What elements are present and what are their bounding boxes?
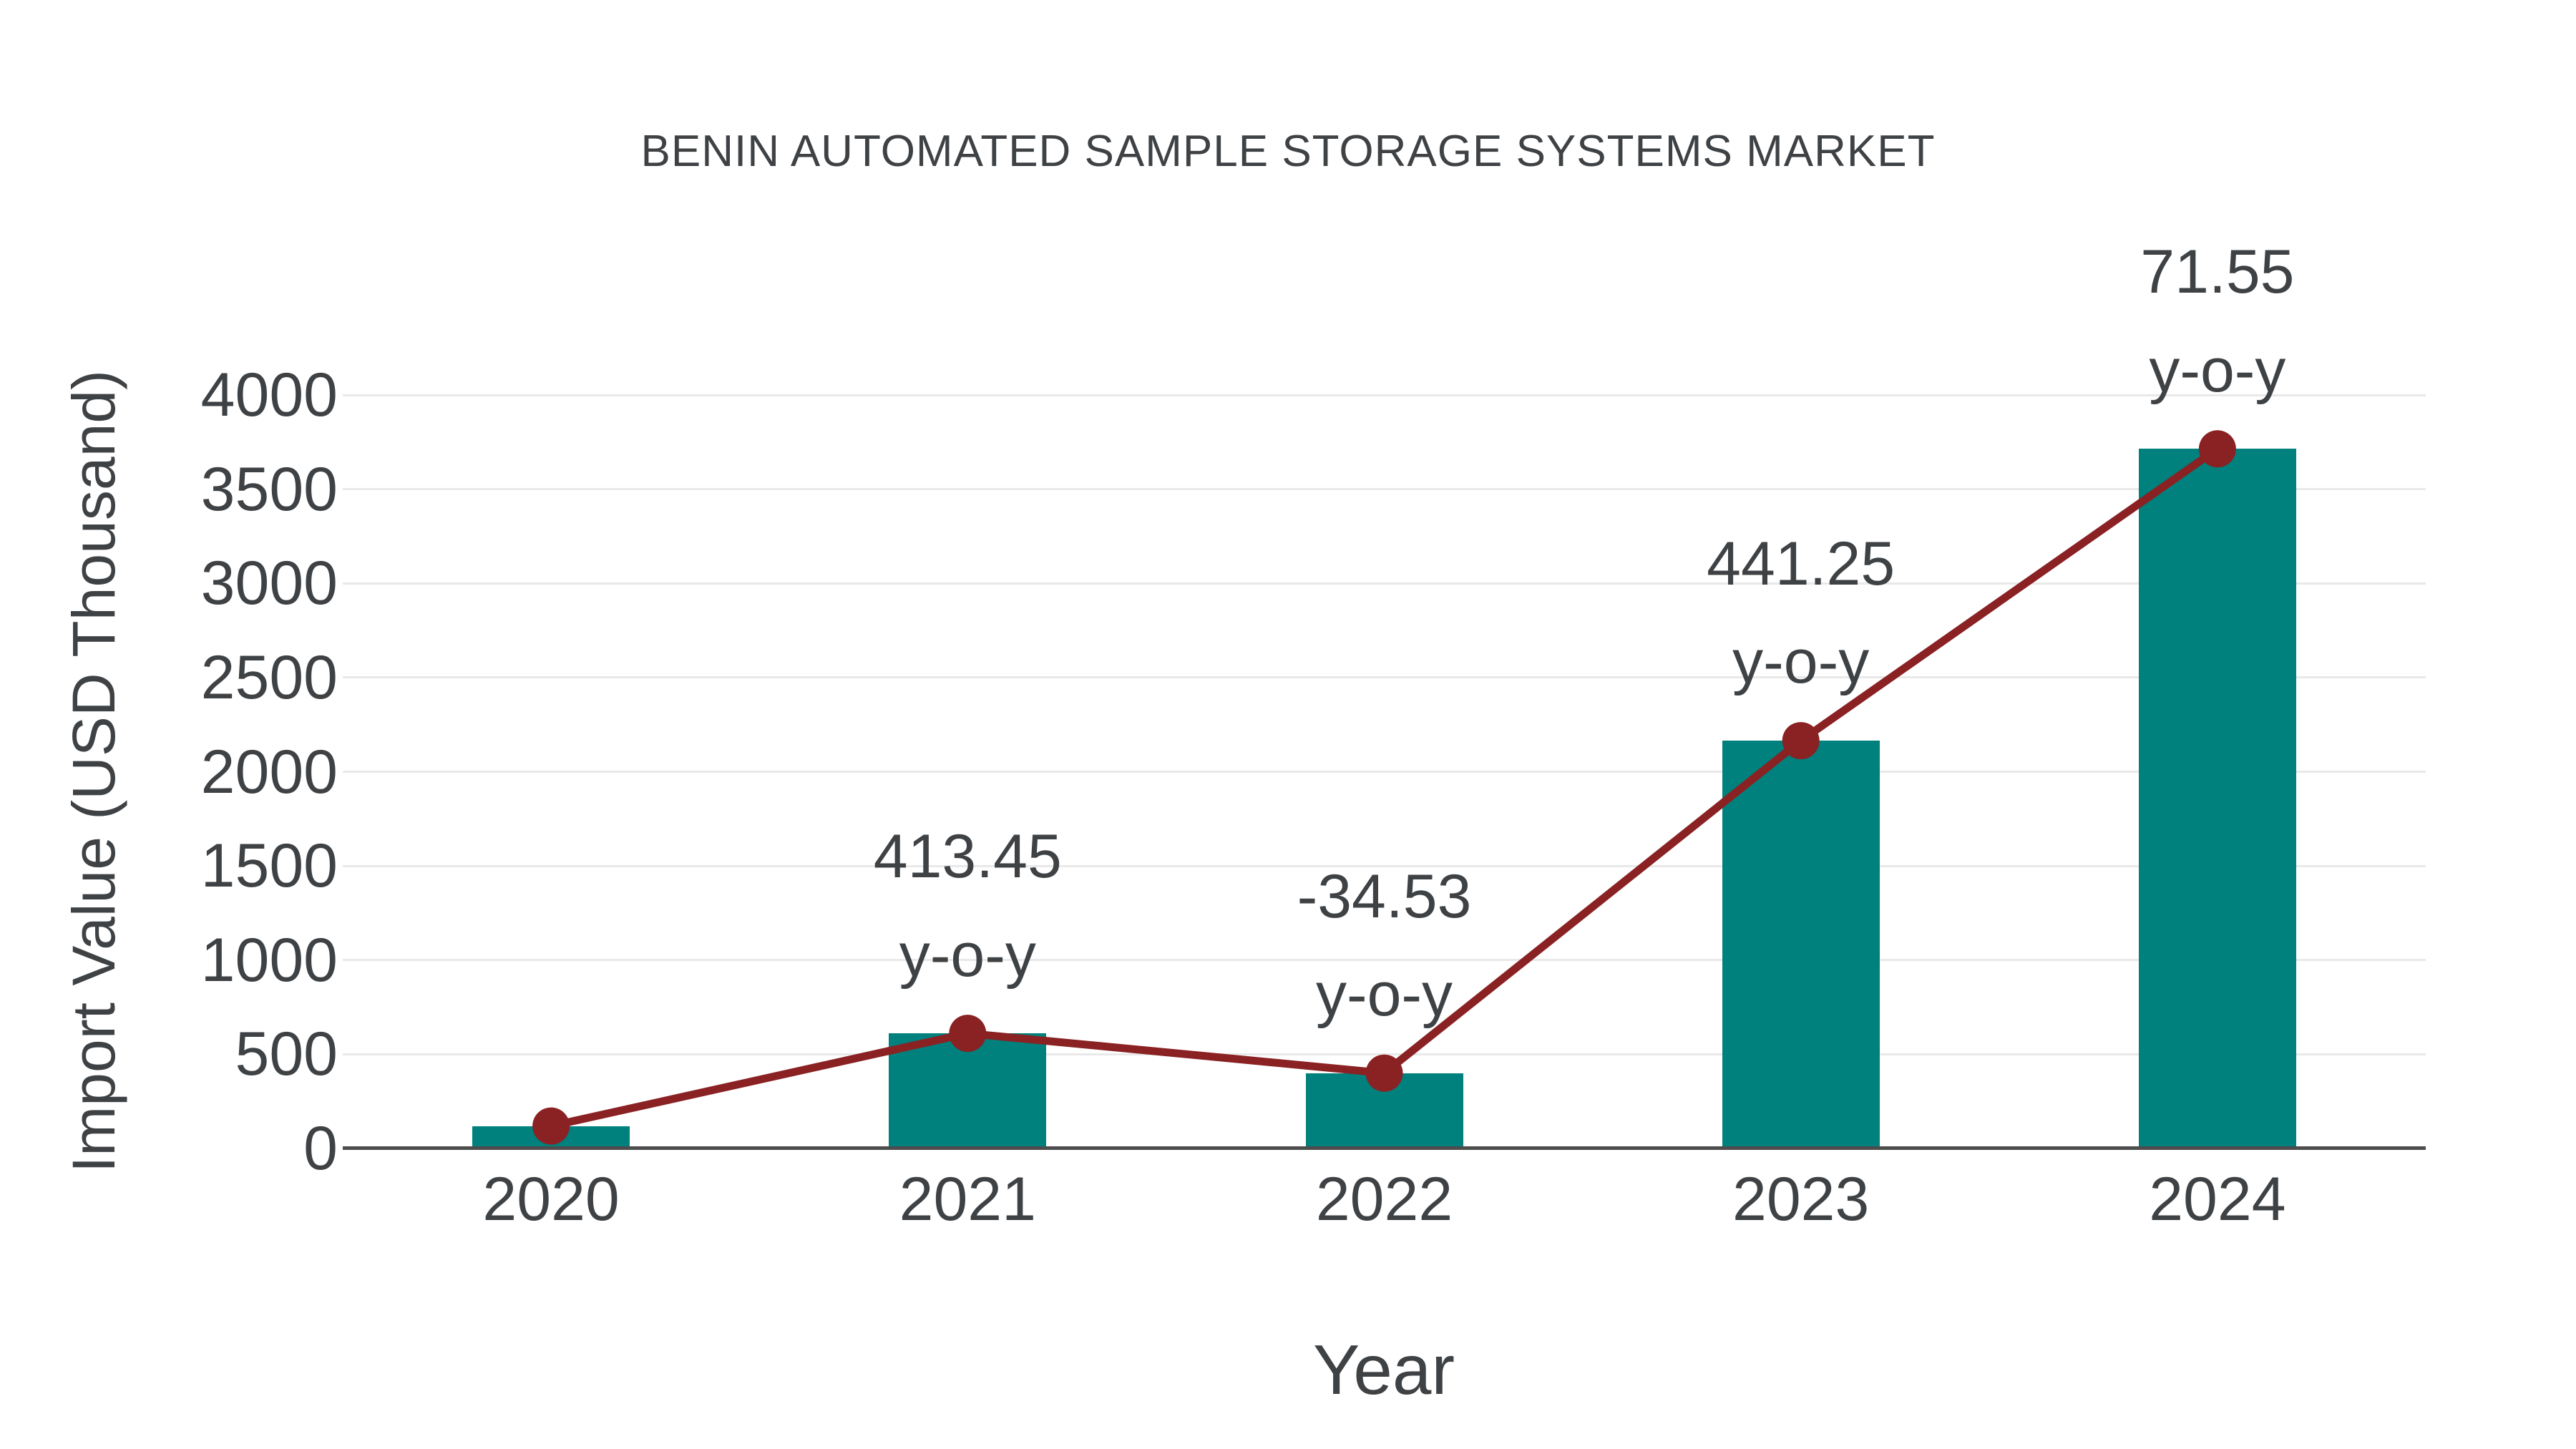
y-tick-1500: 1500 xyxy=(200,831,338,901)
y-tick-2000: 2000 xyxy=(200,737,338,806)
annotation-2022: -34.53 y-o-y xyxy=(1170,848,1599,1045)
chart-title: BENIN AUTOMATED SAMPLE STORAGE SYSTEMS M… xyxy=(640,127,1936,176)
bar-2023 xyxy=(1722,741,1880,1148)
annotation-line: -34.53 xyxy=(1297,862,1472,931)
x-tick-2022: 2022 xyxy=(1315,1165,1453,1234)
y-tick-3500: 3500 xyxy=(200,454,338,524)
data-point-2021 xyxy=(949,1015,987,1053)
x-tick-2021: 2021 xyxy=(899,1165,1036,1234)
bar-2021 xyxy=(889,1033,1047,1148)
gridline-4000 xyxy=(343,394,2426,396)
x-axis-title: Year xyxy=(1312,1330,1455,1409)
gridline-1000 xyxy=(343,959,2426,962)
y-tick-3000: 3000 xyxy=(200,549,338,618)
y-tick-1000: 1000 xyxy=(200,925,338,995)
y-tick-2500: 2500 xyxy=(200,643,338,712)
y-tick-500: 500 xyxy=(235,1020,338,1089)
data-point-2020 xyxy=(532,1107,570,1145)
annotation-line: 413.45 xyxy=(873,821,1062,891)
x-tick-2020: 2020 xyxy=(482,1165,620,1234)
annotation-line: y-o-y xyxy=(2149,336,2286,405)
gridline-2000 xyxy=(343,771,2426,773)
gridline-3000 xyxy=(343,582,2426,585)
y-axis-title: Import Value (USD Thousand) xyxy=(60,369,127,1174)
data-point-2022 xyxy=(1365,1054,1403,1092)
bar-2024 xyxy=(2138,449,2296,1148)
x-tick-2024: 2024 xyxy=(2149,1165,2286,1234)
annotation-line: y-o-y xyxy=(1732,628,1870,697)
annotation-line: 441.25 xyxy=(1707,529,1896,598)
x-axis-line xyxy=(343,1146,2426,1150)
data-point-2024 xyxy=(2198,430,2236,468)
y-tick-4000: 4000 xyxy=(200,361,338,429)
annotation-2021: 413.45 y-o-y xyxy=(753,808,1182,1005)
annotation-2023: 441.25 y-o-y xyxy=(1586,515,2016,712)
data-point-2023 xyxy=(1782,722,1820,760)
gridline-1500 xyxy=(343,864,2426,867)
x-tick-2023: 2023 xyxy=(1732,1165,1870,1234)
y-tick-0: 0 xyxy=(303,1114,338,1183)
annotation-line: 71.55 xyxy=(2140,238,2295,307)
annotation-line: y-o-y xyxy=(899,920,1036,990)
gridline-500 xyxy=(343,1053,2426,1055)
annotation-2024: 71.55 y-o-y xyxy=(2003,223,2432,420)
gridline-2500 xyxy=(343,676,2426,679)
gridline-3500 xyxy=(343,488,2426,491)
annotation-line: y-o-y xyxy=(1315,960,1453,1030)
trend-line-layer xyxy=(532,430,2236,1145)
